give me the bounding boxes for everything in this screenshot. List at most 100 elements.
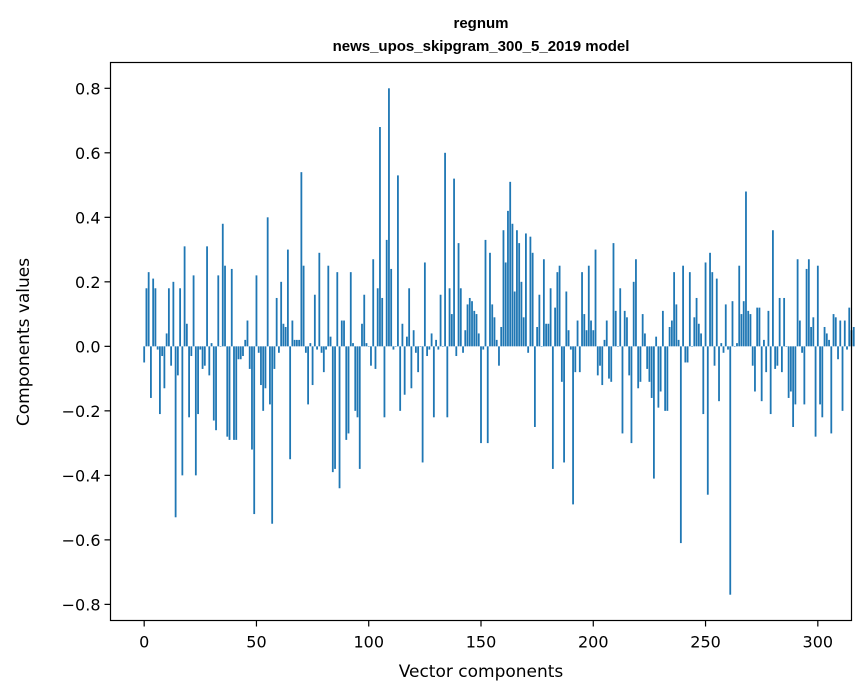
bar — [356, 346, 359, 418]
bar — [372, 259, 375, 347]
bar — [477, 333, 480, 347]
bar — [751, 346, 754, 366]
bar — [239, 346, 242, 360]
bar — [594, 249, 597, 347]
bar — [531, 252, 534, 347]
bar — [264, 346, 267, 389]
bar — [484, 239, 487, 347]
bar — [767, 310, 770, 347]
bar — [635, 259, 637, 347]
bar — [235, 346, 238, 440]
bar — [679, 346, 682, 544]
bar — [632, 281, 635, 347]
bar — [727, 346, 729, 350]
bar — [201, 346, 204, 369]
bar — [814, 346, 817, 437]
bar — [493, 317, 496, 347]
y-tick-label: 0.6 — [75, 144, 100, 163]
bar — [408, 288, 411, 347]
bar — [381, 297, 384, 347]
bar — [379, 127, 381, 347]
bar — [401, 323, 404, 347]
bar — [286, 249, 289, 347]
bar — [298, 339, 301, 347]
bar — [819, 346, 821, 405]
bar — [367, 346, 370, 347]
bar — [183, 246, 186, 347]
bar — [700, 333, 702, 347]
bar — [215, 346, 217, 431]
bar — [565, 291, 568, 347]
bar — [821, 346, 824, 418]
bar — [596, 346, 599, 376]
bar — [554, 307, 556, 347]
bar — [846, 346, 848, 350]
bar — [520, 281, 523, 347]
bar — [796, 259, 799, 347]
bar — [430, 333, 433, 347]
bar — [161, 346, 164, 357]
bar — [837, 346, 839, 360]
bar — [228, 346, 231, 440]
bar — [774, 346, 777, 369]
bar — [403, 346, 406, 395]
x-tick-label: 0 — [139, 633, 149, 652]
bar — [794, 346, 797, 405]
bar — [466, 304, 469, 347]
bar — [325, 346, 327, 350]
bar — [525, 233, 527, 347]
bar — [435, 339, 437, 347]
bar — [320, 346, 323, 353]
bar — [569, 346, 572, 350]
bar — [668, 326, 671, 347]
bar — [740, 314, 743, 347]
x-tick-label: 250 — [690, 633, 721, 652]
bar — [143, 346, 146, 363]
bar — [556, 272, 559, 347]
bar — [495, 339, 498, 347]
bar — [271, 346, 274, 524]
bar — [688, 272, 691, 347]
bar — [208, 346, 211, 376]
bar — [614, 310, 617, 347]
bar — [289, 346, 292, 460]
bar — [248, 346, 251, 369]
bar — [185, 323, 188, 347]
bar — [558, 265, 561, 347]
bar — [338, 346, 341, 489]
bar — [394, 346, 397, 347]
bar — [365, 343, 368, 347]
y-axis-label: Components values — [14, 258, 34, 426]
bar — [747, 310, 750, 347]
bar — [563, 346, 565, 463]
bar — [237, 346, 240, 360]
bar — [704, 262, 707, 347]
bar — [720, 343, 723, 347]
bar — [619, 288, 622, 347]
bar — [659, 346, 662, 392]
bar — [522, 317, 525, 347]
bar — [206, 246, 208, 347]
bar — [432, 346, 435, 418]
bar — [533, 346, 536, 427]
bar — [284, 326, 287, 347]
bar — [363, 294, 366, 347]
bar — [242, 346, 244, 357]
bar — [441, 346, 444, 347]
bar — [383, 346, 386, 418]
bar — [343, 320, 345, 347]
bar — [682, 265, 684, 347]
bar — [585, 330, 588, 347]
bar — [572, 346, 574, 505]
bar — [639, 346, 642, 382]
bar — [459, 288, 462, 347]
bar — [590, 320, 592, 347]
bar — [702, 346, 705, 415]
bar — [578, 346, 581, 373]
bar — [706, 346, 709, 495]
bar — [644, 333, 646, 347]
bar — [738, 265, 741, 347]
bar — [203, 346, 206, 366]
bar — [610, 346, 613, 382]
bar — [446, 346, 449, 418]
